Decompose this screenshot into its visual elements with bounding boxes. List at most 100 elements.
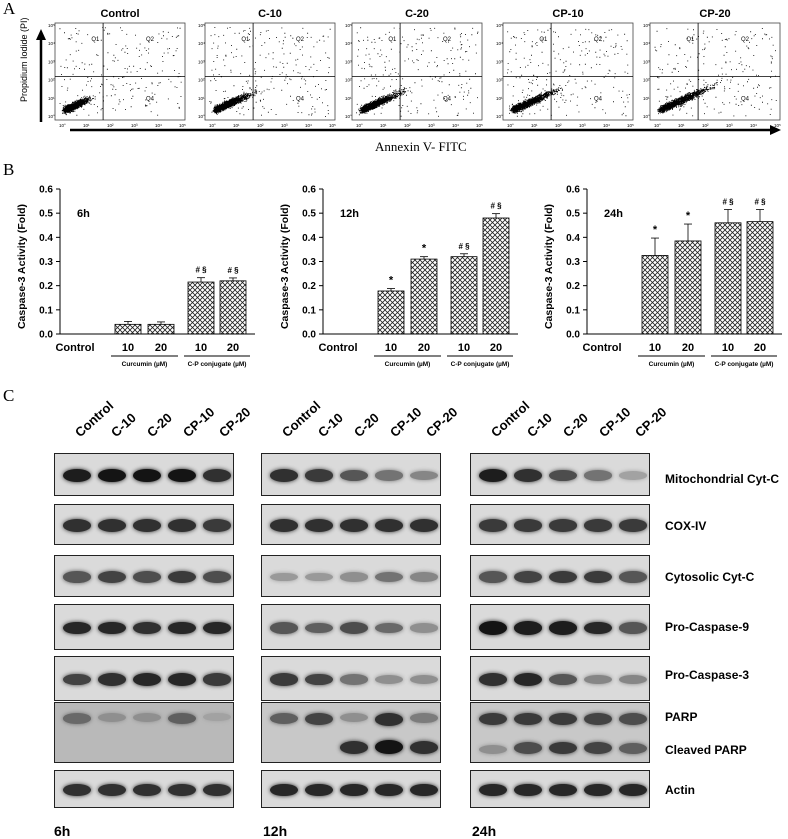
bar [641,255,669,335]
protein-band [549,673,577,686]
flow-x-tick: 10⁵ [179,123,186,128]
flow-events [654,28,777,117]
protein-band [479,621,507,635]
protein-band [98,783,126,797]
protein-band [410,783,438,797]
flow-y-tick: 10¹ [496,96,503,101]
y-tick-label: 0.2 [302,281,316,292]
protein-band [63,519,91,532]
bar [114,323,142,335]
blot-strip [54,453,234,496]
flow-plot-title: C-20 [405,8,429,20]
protein-band [305,673,333,686]
flow-x-tick: 10⁴ [452,123,459,128]
protein-band [375,740,403,754]
quadrant-label-q4: Q4 [594,97,603,103]
quadrant-label-q2: Q2 [146,37,155,43]
protein-band [375,713,403,726]
protein-band [375,783,403,797]
bar [219,280,247,335]
category-label-control: Control [55,342,94,354]
y-axis-label: Caspase-3 Activity (Fold) [279,204,291,329]
protein-band [168,570,196,584]
flow-y-tick: 10¹ [48,96,55,101]
protein-band [133,571,161,583]
protein-band [98,468,126,483]
flow-x-tick: 10° [59,123,66,128]
lane-label: C-20 [559,409,591,440]
protein-band [514,742,542,754]
flow-x-tick: 10⁵ [476,123,483,128]
significance-mark: # § [722,198,734,207]
protein-band [584,674,612,685]
flow-plot-3: C-20 Q1 Q2 Q4 10° 10° 10¹ 10¹ 10² 10² 10³ 10³ 10⁴ 10⁴… [345,8,483,128]
flow-y-tick: 10² [198,78,205,83]
protein-band [98,713,126,723]
flow-x-tick: 10² [702,123,709,128]
chart-time-label: 24h [604,208,623,220]
flow-x-tick: 10° [209,123,216,128]
protein-band [133,673,161,686]
blot-strip [470,504,650,545]
category-label: 20 [155,342,167,354]
protein-band [619,713,647,725]
protein-band [270,572,298,582]
blot-time-label: 12h [263,823,288,839]
protein-band [340,674,368,685]
y-tick-label: 0.2 [39,281,53,292]
quadrant-label-q4: Q4 [296,97,305,103]
protein-band [619,674,647,685]
blot-row-label: PARP [665,710,698,724]
protein-band [479,468,507,483]
protein-band [168,713,196,724]
y-axis-arrowhead [36,29,46,40]
bar-chart-6h: 0.0 0.1 0.2 0.3 0.4 0.5 0.6 Caspase-3 Activity … [16,185,255,368]
protein-band [410,572,438,582]
protein-band [514,571,542,583]
blot-row-label: Pro-Caspase-3 [665,668,750,682]
protein-band [63,713,91,724]
protein-band [549,469,577,482]
protein-band [549,519,577,532]
protein-band [133,713,161,723]
quadrant-label-q4: Q4 [443,97,452,103]
flow-x-tick: 10³ [579,123,586,128]
protein-band [270,783,298,797]
quadrant-label-q2: Q2 [443,37,452,43]
flow-x-tick: 10² [404,123,411,128]
protein-band [340,469,368,482]
y-tick-label: 0.5 [566,209,580,220]
y-tick-label: 0.4 [39,233,53,244]
lane-label: Control [278,397,324,440]
protein-band [63,621,91,635]
protein-band [270,673,298,686]
y-tick-label: 0.6 [566,185,580,196]
protein-band [63,468,91,483]
lane-label: CP-10 [386,404,425,440]
protein-band [305,713,333,725]
flow-plot-2: C-10 Q1 Q2 Q4 10° 10° 10¹ 10¹ 10² 10² 10³ 10³ 10⁴ 10⁴… [198,8,336,128]
quadrant-label-q1: Q1 [686,37,695,43]
protein-band [479,713,507,726]
flow-x-tick: 10² [257,123,264,128]
quadrant-label-q1: Q1 [539,37,548,43]
bar [482,217,510,335]
protein-band [133,621,161,635]
protein-band [619,783,647,797]
protein-band [619,519,647,532]
lane-label: C-10 [107,409,139,440]
protein-band [305,469,333,482]
significance-mark: # § [195,266,207,275]
y-tick-label: 0.0 [39,330,53,341]
protein-band [203,621,231,635]
category-label: 20 [418,342,430,354]
blot-strip [470,453,650,496]
chart-time-label: 12h [340,208,359,220]
y-axis-label: Caspase-3 Activity (Fold) [16,204,28,329]
protein-band [514,673,542,686]
protein-band [305,622,333,634]
lane-label: CP-10 [179,404,218,440]
flow-y-tick: 10² [345,78,352,83]
lane-label: CP-20 [631,404,670,440]
quadrant-label-q2: Q2 [296,37,305,43]
